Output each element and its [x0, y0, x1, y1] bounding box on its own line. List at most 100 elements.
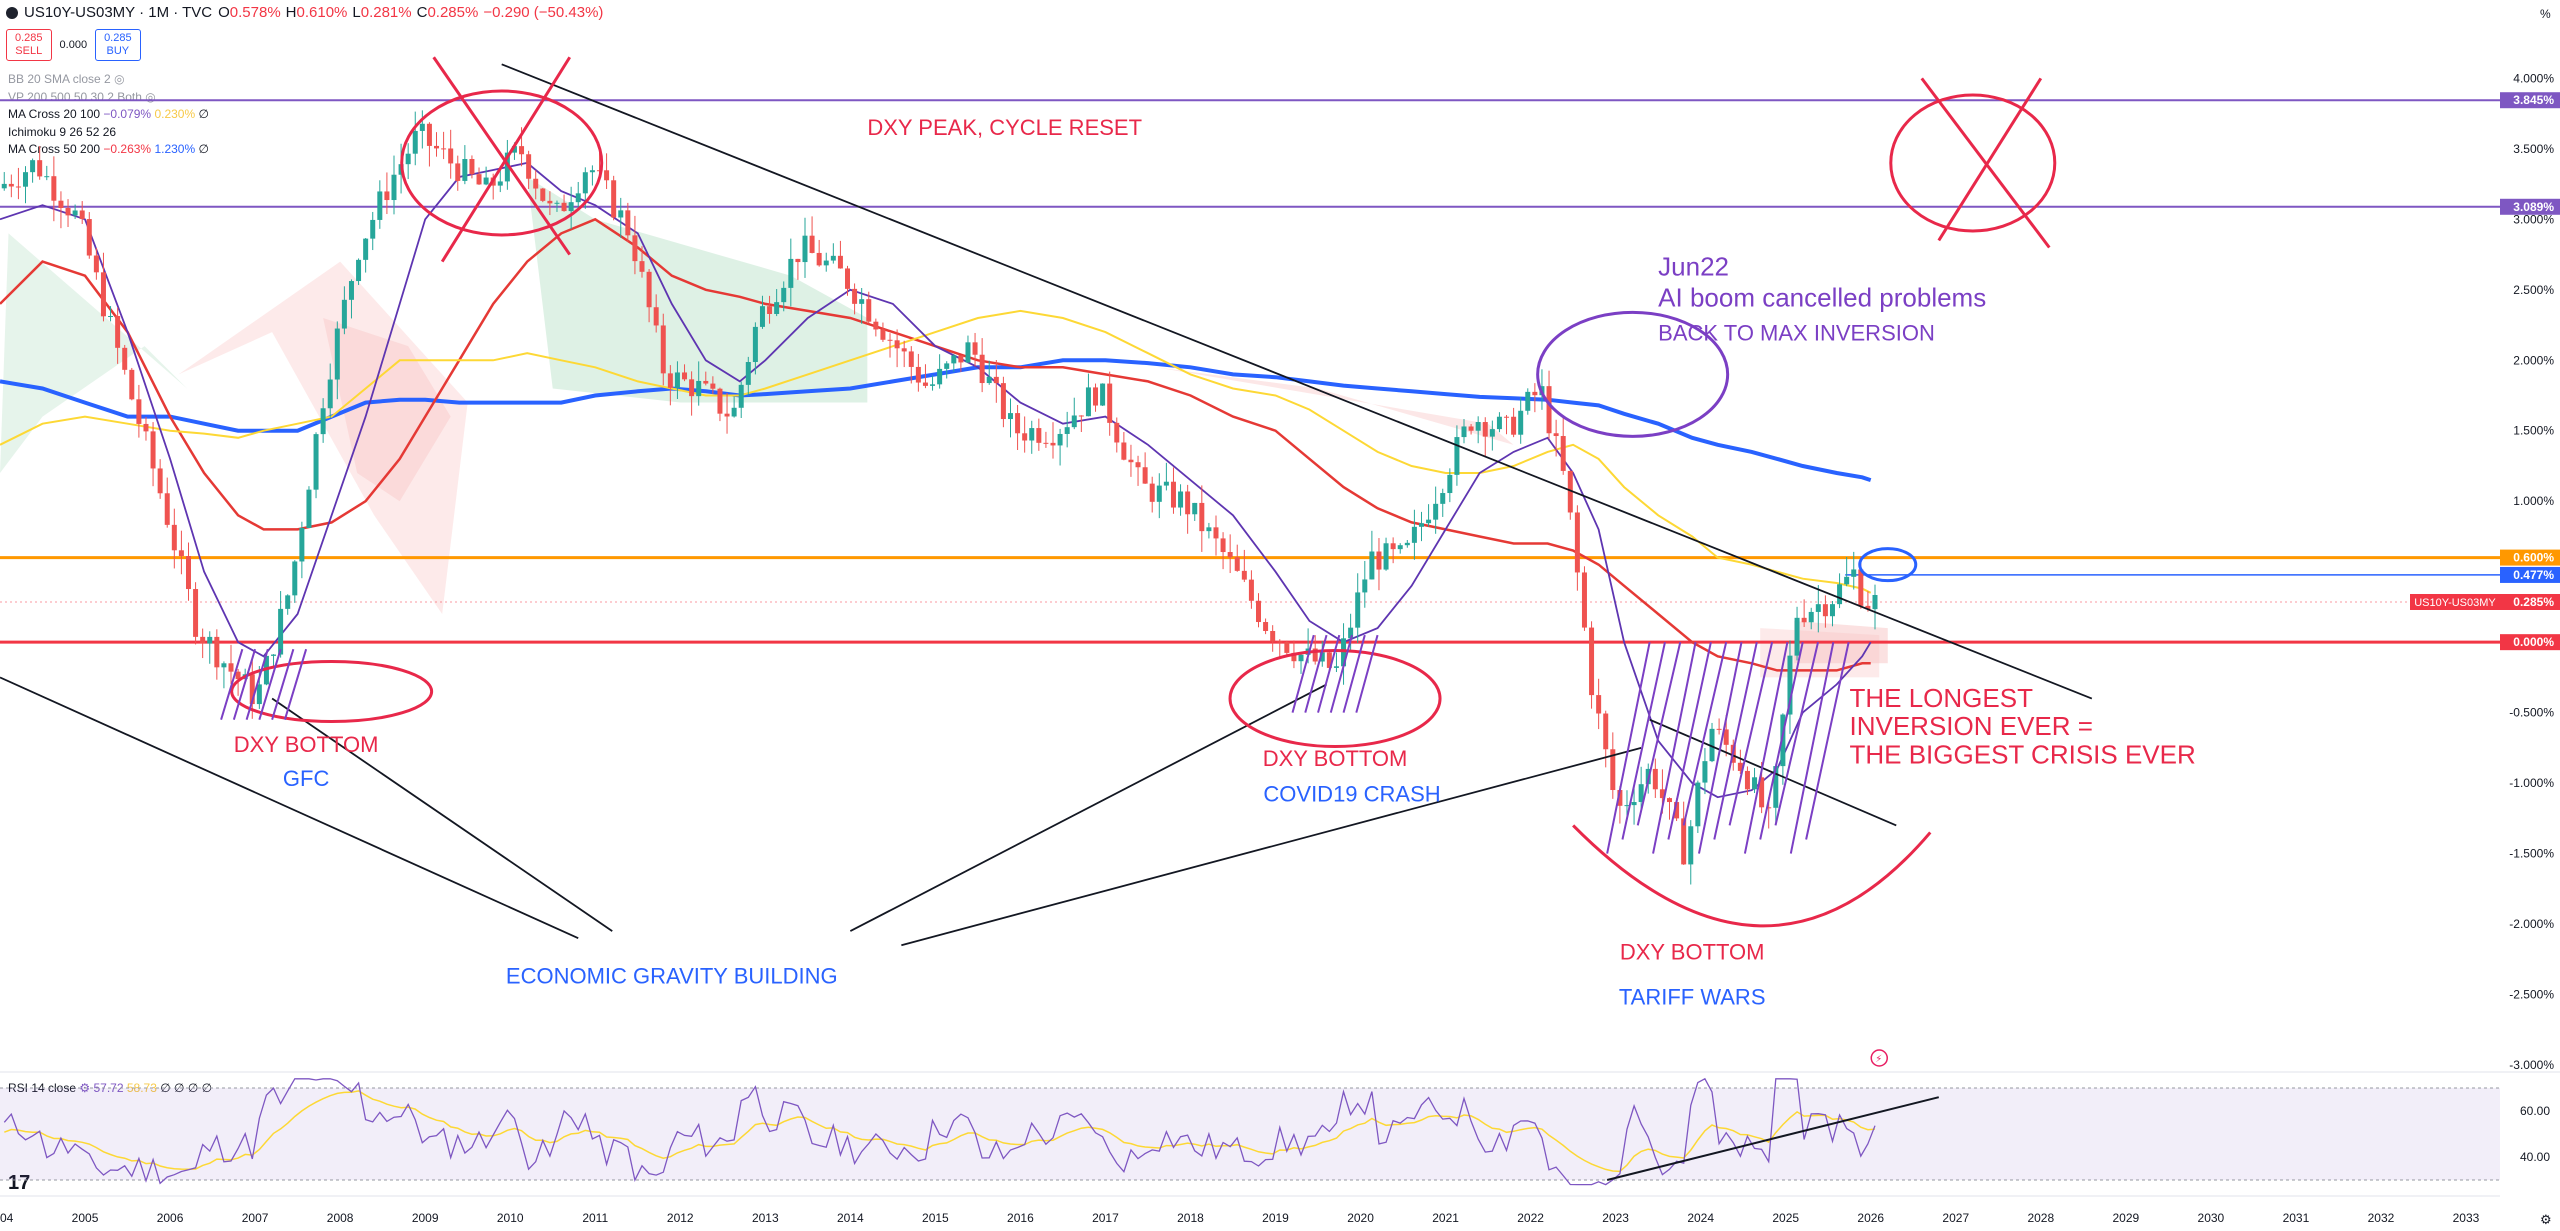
trendline: [501, 63, 2093, 700]
candle: [1681, 818, 1687, 865]
candle: [434, 145, 440, 149]
candle: [348, 281, 354, 300]
candle: [1780, 714, 1786, 767]
annotation-dxy-peak: DXY PEAK, CYCLE RESET: [867, 115, 1142, 140]
candle: [1482, 422, 1488, 437]
candle: [178, 550, 184, 557]
price-label: [2500, 549, 2560, 566]
annotation-max-inversion: BACK TO MAX INVERSION: [1658, 321, 1935, 346]
candle: [100, 272, 106, 317]
candle: [717, 388, 723, 414]
ma-50-line: [0, 217, 1871, 672]
candle: [1752, 777, 1758, 790]
time-tick-label: 2018: [1177, 1211, 1204, 1225]
candle: [1794, 617, 1800, 656]
rsi-band: [0, 1088, 2500, 1180]
candle: [143, 423, 149, 432]
time-tick-label: 2028: [2027, 1211, 2054, 1225]
indicator-2[interactable]: MA Cross 20 100 −0.079% 0.230% ∅: [8, 107, 209, 121]
candle: [1447, 474, 1453, 494]
candle: [497, 181, 503, 186]
candle: [313, 434, 319, 490]
candle: [1213, 527, 1219, 539]
candle: [1589, 627, 1595, 696]
candle: [1475, 422, 1481, 431]
annotation-longest-1: THE LONGEST: [1849, 683, 2033, 713]
price-tick-label: -1.500%: [2509, 847, 2554, 861]
candle: [1723, 729, 1729, 745]
eye-off-icon[interactable]: ◎: [114, 72, 125, 86]
candle: [837, 255, 843, 269]
annotation-dxy-bottom-2: DXY BOTTOM: [1263, 746, 1408, 771]
indicator-name: BB 20 SMA close 2: [8, 72, 115, 86]
indicator-0[interactable]: BB 20 SMA close 2 ◎: [8, 72, 125, 86]
candle: [292, 561, 298, 596]
candle: [15, 186, 21, 188]
candle: [639, 261, 645, 272]
candle: [221, 663, 227, 668]
symbol-title[interactable]: US10Y-US03MY · 1M · TVC: [24, 4, 213, 21]
marker-cross: [432, 56, 571, 256]
time-tick-label: 2033: [2453, 1211, 2480, 1225]
trendline: [901, 747, 1642, 947]
lightning-icon[interactable]: [1870, 1049, 1889, 1067]
candle: [802, 235, 808, 263]
candle: [1766, 807, 1772, 809]
candle: [561, 202, 567, 212]
candle: [1808, 611, 1814, 623]
candle: [880, 329, 886, 340]
candle: [426, 123, 432, 146]
candle: [972, 342, 978, 355]
candle: [1737, 762, 1743, 771]
candle: [1461, 426, 1467, 438]
candle: [1263, 622, 1269, 631]
candle: [689, 379, 695, 397]
indicator-name: MA Cross 20 100: [8, 107, 104, 121]
candle: [845, 268, 851, 289]
candle: [611, 180, 617, 218]
price-label-text: 0.285%: [2513, 595, 2554, 609]
candle: [256, 684, 262, 705]
marker-hatch: [283, 648, 308, 720]
buy-button[interactable]: 0.285 BUY: [95, 29, 141, 61]
candle: [1489, 429, 1495, 437]
candle: [483, 177, 489, 185]
indicator-value: ∅: [198, 107, 209, 121]
indicator-3[interactable]: Ichimoku 9 26 52 26: [8, 125, 116, 139]
candle: [1362, 579, 1368, 593]
sell-button[interactable]: 0.285 SELL: [6, 29, 52, 61]
time-tick-label: 2031: [2283, 1211, 2310, 1225]
candle: [1100, 383, 1106, 406]
marker-cross: [440, 56, 572, 263]
candle: [519, 146, 525, 155]
eye-off-icon[interactable]: ◎: [145, 89, 156, 104]
annotation-longest-3: THE BIGGEST CRISIS EVER: [1849, 739, 2195, 769]
settings-gear-icon[interactable]: ⚙: [2540, 1212, 2552, 1227]
candle: [993, 376, 999, 384]
candle: [419, 123, 425, 131]
candle: [1383, 543, 1389, 570]
marker-circle: [1858, 547, 1918, 583]
candle: [1440, 493, 1446, 504]
candle: [1709, 728, 1715, 762]
marker-hatch: [1304, 634, 1328, 713]
candle: [866, 299, 872, 322]
time-tick-label: 2010: [497, 1211, 524, 1225]
candle: [937, 368, 943, 385]
indicator-4[interactable]: MA Cross 50 200 −0.263% 1.230% ∅: [8, 142, 209, 156]
candle: [1815, 604, 1821, 612]
candle: [320, 408, 326, 435]
candle: [122, 347, 128, 370]
candle: [299, 527, 305, 562]
ichimoku-cloud: [323, 317, 451, 502]
indicator-value: −0.263%: [103, 142, 155, 156]
marker-hatch: [258, 648, 282, 720]
price-label-text: 3.845%: [2513, 93, 2554, 107]
candle: [1312, 648, 1318, 662]
candle: [1341, 638, 1347, 667]
candle: [1178, 491, 1184, 508]
candle: [356, 259, 362, 282]
candle: [136, 399, 142, 424]
buy-label: BUY: [106, 45, 130, 57]
